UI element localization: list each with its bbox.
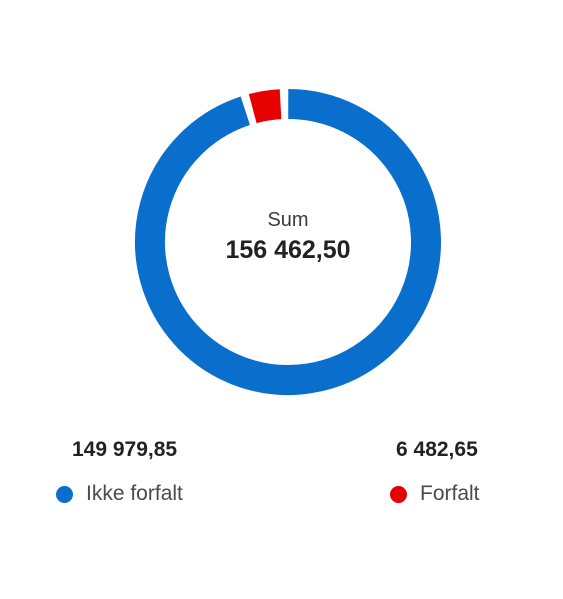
legend-label: Ikke forfalt bbox=[86, 482, 183, 505]
legend-item-ikke-forfalt: 149 979,85 Ikke forfalt bbox=[56, 436, 296, 506]
legend-item-forfalt: 6 482,65 Forfalt bbox=[390, 436, 563, 506]
legend-dot-icon bbox=[390, 485, 407, 503]
center-value: 156 462,50 bbox=[225, 236, 350, 264]
legend-value: 149 979,85 bbox=[72, 438, 178, 461]
legend-value: 6 482,65 bbox=[396, 438, 478, 461]
donut-slices bbox=[135, 89, 441, 395]
legend-dot-icon bbox=[56, 485, 73, 503]
donut-slice-ikke-forfalt[interactable] bbox=[135, 89, 441, 395]
donut-slice-forfalt[interactable] bbox=[248, 89, 282, 124]
legend-label: Forfalt bbox=[420, 482, 480, 505]
center-label: Sum bbox=[267, 209, 308, 231]
